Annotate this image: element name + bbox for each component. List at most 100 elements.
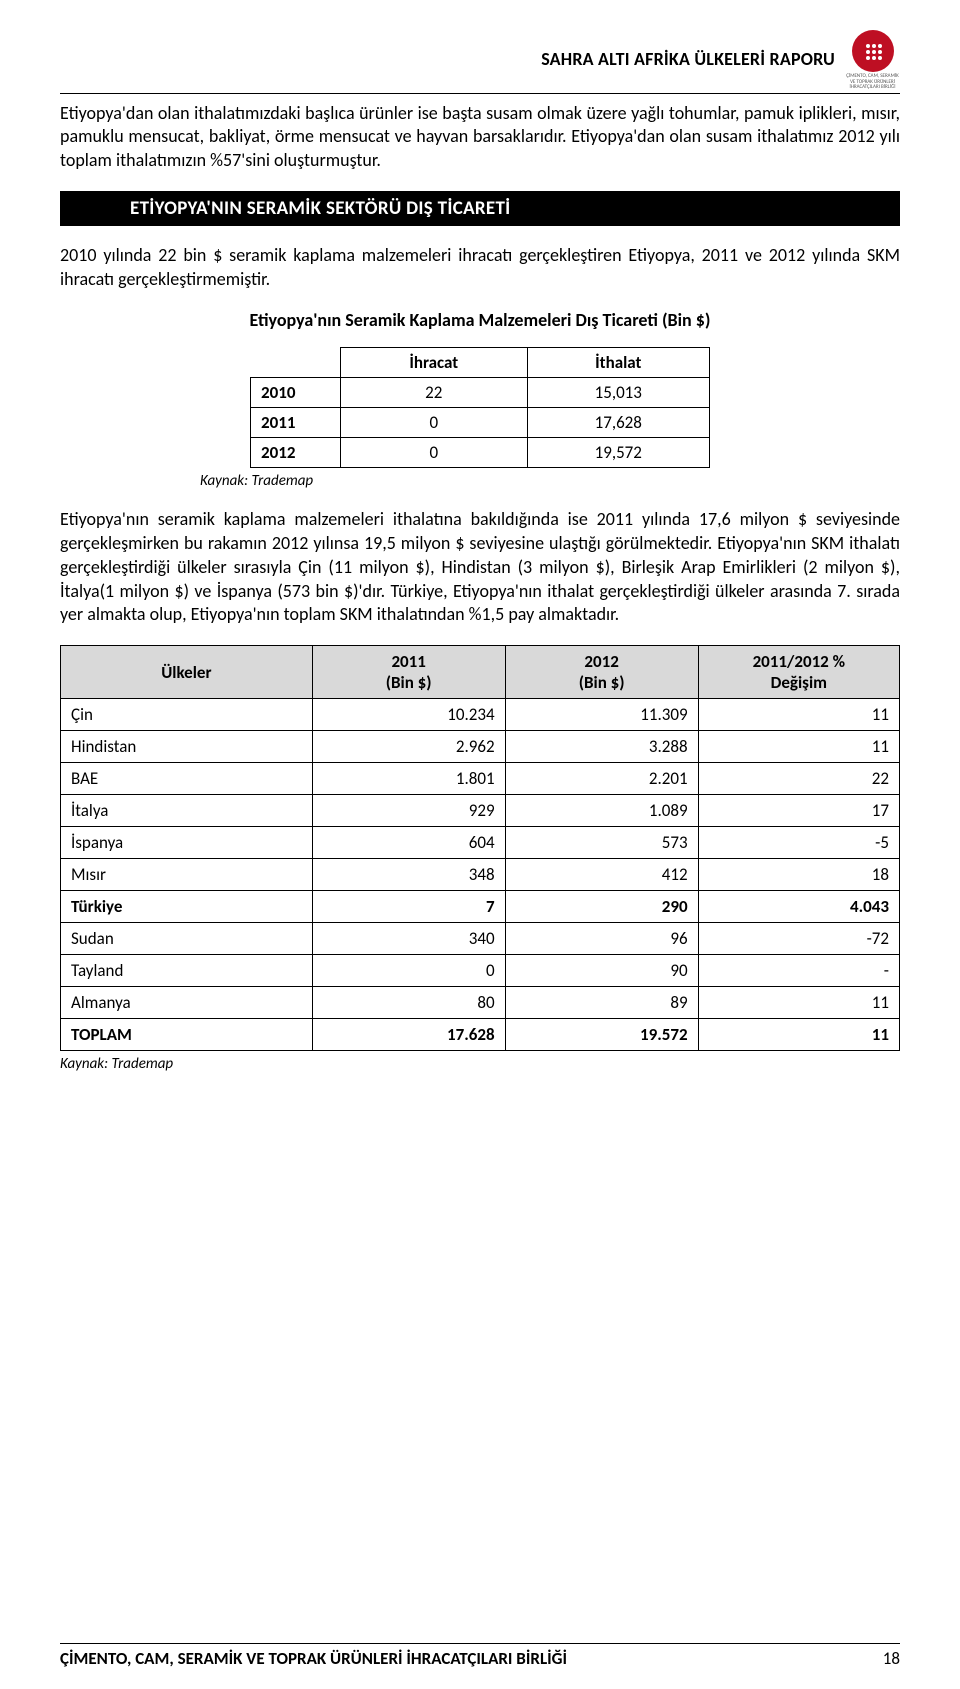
- table2-v2011: 1.801: [312, 763, 505, 795]
- table-row: Türkiye72904.043: [61, 891, 900, 923]
- table-row: Mısır34841218: [61, 859, 900, 891]
- table2-head-2011: 2011 (Bin $): [312, 646, 505, 699]
- table2-v2012: 3.288: [505, 731, 698, 763]
- header-title: SAHRA ALTI AFRİKA ÜLKELERİ RAPORU: [60, 30, 835, 70]
- table2-v2011: 2.962: [312, 731, 505, 763]
- table2-head-country: Ülkeler: [61, 646, 313, 699]
- table1-year: 2012: [251, 438, 341, 468]
- trade-table-small: İhracat İthalat 20102215,0132011017,6282…: [250, 347, 710, 468]
- table2-v2011: 17.628: [312, 1019, 505, 1051]
- table2-country: Mısır: [61, 859, 313, 891]
- page-number: 18: [883, 1648, 900, 1669]
- table2-country: Sudan: [61, 923, 313, 955]
- table-row: 20102215,013: [251, 378, 710, 408]
- table2-v2011: 929: [312, 795, 505, 827]
- table2-country: Almanya: [61, 987, 313, 1019]
- table2-v2012: 573: [505, 827, 698, 859]
- logo-icon: [852, 30, 894, 72]
- footer-org-text: ÇİMENTO, CAM, SERAMİK VE TOPRAK ÜRÜNLERİ…: [60, 1648, 567, 1669]
- table2-change: 18: [698, 859, 899, 891]
- table2-v2011: 80: [312, 987, 505, 1019]
- intro-paragraph-2: 2010 yılında 22 bin $ seramik kaplama ma…: [60, 244, 900, 292]
- table-row: 2012019,572: [251, 438, 710, 468]
- table2-change: -5: [698, 827, 899, 859]
- table2-v2011: 340: [312, 923, 505, 955]
- countries-table: Ülkeler 2011 (Bin $) 2012 (Bin $) 2011/2…: [60, 645, 900, 1051]
- table2-change: 17: [698, 795, 899, 827]
- table2-country: İspanya: [61, 827, 313, 859]
- page-header: SAHRA ALTI AFRİKA ÜLKELERİ RAPORU ÇİMENT…: [60, 30, 900, 91]
- table2-v2012: 2.201: [505, 763, 698, 795]
- logo-caption: ÇİMENTO, CAM, SERAMİK VE TOPRAK ÜRÜNLERİ…: [845, 74, 900, 91]
- table2-country: Tayland: [61, 955, 313, 987]
- table2-change: 11: [698, 1019, 899, 1051]
- table-row: BAE1.8012.20122: [61, 763, 900, 795]
- section-banner: ETİYOPYA'NIN SERAMİK SEKTÖRÜ DIŞ TİCARET…: [60, 191, 900, 226]
- table2-country: Türkiye: [61, 891, 313, 923]
- table2-v2012: 90: [505, 955, 698, 987]
- table2-head-change-main: 2011/2012 %: [753, 651, 845, 672]
- table-row: İspanya604573-5: [61, 827, 900, 859]
- table1-import: 15,013: [527, 378, 709, 408]
- table2-v2012: 89: [505, 987, 698, 1019]
- table1-export: 0: [341, 408, 528, 438]
- table2-country: İtalya: [61, 795, 313, 827]
- table2-country: Hindistan: [61, 731, 313, 763]
- table2-head-2011-main: 2011: [391, 651, 425, 672]
- footer-rule: [60, 1643, 900, 1644]
- table2-head-change: 2011/2012 % Değişim: [698, 646, 899, 699]
- table1-corner: [251, 348, 341, 378]
- table2-change: -72: [698, 923, 899, 955]
- table1-head-export: İhracat: [341, 348, 528, 378]
- table1-title: Etiyopya'nın Seramik Kaplama Malzemeleri…: [60, 309, 900, 331]
- table-row: Çin10.23411.30911: [61, 699, 900, 731]
- table2-country: TOPLAM: [61, 1019, 313, 1051]
- table2-v2011: 604: [312, 827, 505, 859]
- table1-head-import: İthalat: [527, 348, 709, 378]
- table-row: Hindistan2.9623.28811: [61, 731, 900, 763]
- table1-source: Kaynak: Trademap: [200, 472, 900, 490]
- table2-country: Çin: [61, 699, 313, 731]
- table-row: 2011017,628: [251, 408, 710, 438]
- table2-head-2012: 2012 (Bin $): [505, 646, 698, 699]
- table2-v2011: 7: [312, 891, 505, 923]
- table1-year: 2011: [251, 408, 341, 438]
- intro-paragraph-1: Etiyopya'dan olan ithalatımızdaki başlıc…: [60, 102, 900, 173]
- table2-v2011: 348: [312, 859, 505, 891]
- table2-head-2011-sub: (Bin $): [323, 672, 495, 693]
- table2-v2012: 290: [505, 891, 698, 923]
- header-underline: [60, 93, 900, 94]
- table2-change: 11: [698, 731, 899, 763]
- table2-v2012: 19.572: [505, 1019, 698, 1051]
- table2-country: BAE: [61, 763, 313, 795]
- table2-v2012: 11.309: [505, 699, 698, 731]
- org-logo: ÇİMENTO, CAM, SERAMİK VE TOPRAK ÜRÜNLERİ…: [845, 30, 900, 91]
- table1-export: 22: [341, 378, 528, 408]
- table2-change: -: [698, 955, 899, 987]
- table-row: Tayland090-: [61, 955, 900, 987]
- table-row: TOPLAM17.62819.57211: [61, 1019, 900, 1051]
- table2-change: 22: [698, 763, 899, 795]
- table2-v2012: 96: [505, 923, 698, 955]
- table-row: Almanya808911: [61, 987, 900, 1019]
- table-row: İtalya9291.08917: [61, 795, 900, 827]
- table2-v2012: 1.089: [505, 795, 698, 827]
- table1-import: 19,572: [527, 438, 709, 468]
- table2-v2011: 0: [312, 955, 505, 987]
- table2-change: 4.043: [698, 891, 899, 923]
- page-footer: ÇİMENTO, CAM, SERAMİK VE TOPRAK ÜRÜNLERİ…: [60, 1643, 900, 1669]
- table2-head-change-sub: Değişim: [709, 672, 889, 693]
- table2-source: Kaynak: Trademap: [60, 1055, 900, 1073]
- table2-v2012: 412: [505, 859, 698, 891]
- table-row: Sudan34096-72: [61, 923, 900, 955]
- table2-change: 11: [698, 987, 899, 1019]
- table1-export: 0: [341, 438, 528, 468]
- table2-head-2012-sub: (Bin $): [516, 672, 688, 693]
- table1-import: 17,628: [527, 408, 709, 438]
- table2-v2011: 10.234: [312, 699, 505, 731]
- table2-change: 11: [698, 699, 899, 731]
- header-title-text: SAHRA ALTI AFRİKA ÜLKELERİ RAPORU: [541, 48, 835, 70]
- table2-head-2012-main: 2012: [584, 651, 618, 672]
- table1-year: 2010: [251, 378, 341, 408]
- analysis-paragraph: Etiyopya'nın seramik kaplama malzemeleri…: [60, 508, 900, 627]
